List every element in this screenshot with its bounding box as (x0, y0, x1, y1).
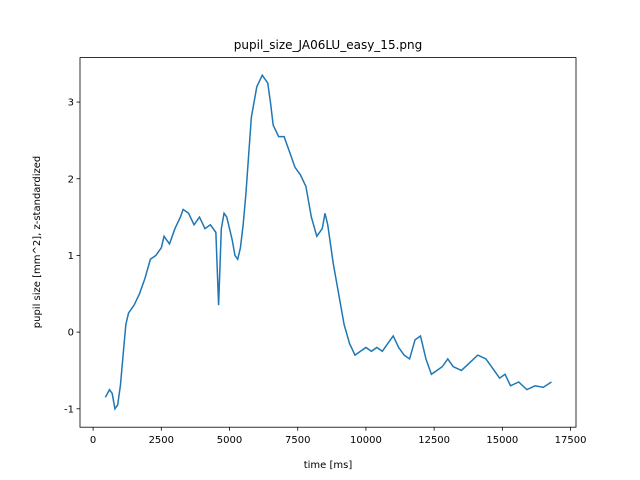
x-tick-label: 5000 (217, 435, 242, 446)
y-tick-label: -1 (64, 404, 74, 415)
x-tick-label: 0 (90, 435, 96, 446)
y-tick-label: 3 (68, 98, 74, 109)
y-axis-label: pupil size [mm^2], z-standardized (32, 156, 43, 328)
x-tick-label: 2500 (149, 435, 174, 446)
data-line (104, 73, 552, 411)
y-tick-label: 0 (68, 328, 74, 339)
y-tick-label: 2 (68, 174, 74, 185)
x-tick-label: 12500 (418, 435, 450, 446)
x-tick-label: 7500 (285, 435, 310, 446)
plot-frame (79, 57, 577, 428)
x-tick-label: 15000 (486, 435, 518, 446)
x-axis-label: time [ms] (304, 460, 353, 471)
chart-title: pupil_size_JA06LU_easy_15.png (234, 38, 422, 52)
y-tick-label: 1 (68, 251, 74, 262)
x-tick-label: 10000 (350, 435, 382, 446)
x-tick-label: 17500 (555, 435, 587, 446)
